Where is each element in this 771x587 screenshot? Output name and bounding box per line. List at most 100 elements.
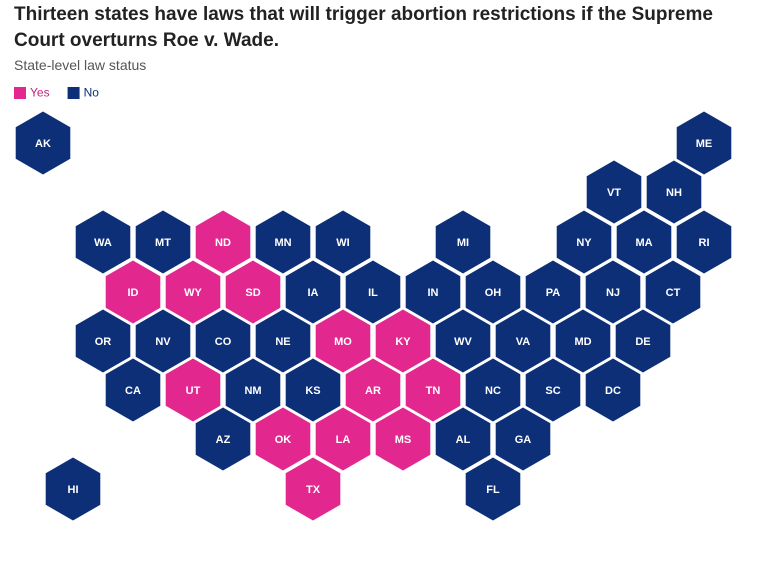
state-label: MN	[274, 237, 291, 249]
state-label: DC	[605, 385, 621, 397]
state-hex	[195, 210, 251, 274]
state-label: AK	[35, 138, 51, 150]
state-label: MT	[155, 237, 171, 249]
state-label: NC	[485, 385, 501, 397]
state-hex	[616, 210, 672, 274]
state-label: RI	[699, 237, 710, 249]
state-label: FL	[486, 484, 500, 496]
state-hex	[405, 260, 461, 324]
state-label: ID	[128, 287, 139, 299]
state-hex	[465, 358, 521, 422]
state-hex	[435, 407, 491, 471]
state-label: PA	[546, 287, 561, 299]
state-hex	[345, 358, 401, 422]
state-hex	[405, 358, 461, 422]
state-label: MD	[574, 336, 591, 348]
state-label: IN	[428, 287, 439, 299]
state-hex	[225, 260, 281, 324]
state-hex	[195, 407, 251, 471]
state-label: TX	[306, 484, 321, 496]
state-label: AR	[365, 385, 381, 397]
state-label: VT	[607, 187, 621, 199]
state-hex	[615, 309, 671, 373]
state-hex	[465, 457, 521, 521]
state-label: VA	[516, 336, 531, 348]
state-label: KS	[305, 385, 320, 397]
state-hex	[585, 260, 641, 324]
state-hex	[195, 309, 251, 373]
state-hex	[315, 210, 371, 274]
state-label: NM	[244, 385, 261, 397]
state-label: DE	[635, 336, 650, 348]
state-hex	[586, 160, 642, 224]
state-label: ME	[696, 138, 713, 150]
state-hex	[255, 407, 311, 471]
state-label: IL	[368, 287, 378, 299]
state-hex	[285, 457, 341, 521]
state-label: WV	[454, 336, 472, 348]
state-label: AZ	[216, 434, 231, 446]
state-hex	[495, 407, 551, 471]
state-label: GA	[515, 434, 532, 446]
state-label: NV	[155, 336, 171, 348]
state-hex	[646, 160, 702, 224]
state-label: MO	[334, 336, 352, 348]
state-label: OR	[95, 336, 112, 348]
state-hex	[465, 260, 521, 324]
state-label: CT	[666, 287, 681, 299]
state-hex	[495, 309, 551, 373]
state-hex	[676, 210, 732, 274]
state-hex	[345, 260, 401, 324]
state-hex	[105, 260, 161, 324]
state-label: NH	[666, 187, 682, 199]
state-label: CO	[215, 336, 232, 348]
state-label: WA	[94, 237, 112, 249]
state-hex	[525, 260, 581, 324]
state-label: CA	[125, 385, 141, 397]
state-label: MA	[635, 237, 652, 249]
state-hex	[375, 309, 431, 373]
state-label: AL	[456, 434, 471, 446]
state-hex	[285, 260, 341, 324]
state-label: NY	[576, 237, 592, 249]
state-hex	[285, 358, 341, 422]
state-hex	[135, 210, 191, 274]
state-hex	[555, 309, 611, 373]
state-hex	[525, 358, 581, 422]
state-label: LA	[336, 434, 351, 446]
state-label: ND	[215, 237, 231, 249]
state-label: NE	[275, 336, 290, 348]
state-hex	[75, 309, 131, 373]
state-label: OH	[485, 287, 502, 299]
state-label: SD	[245, 287, 260, 299]
title: Thirteen states have laws that will trig…	[14, 4, 713, 51]
state-hex	[645, 260, 701, 324]
state-hex	[255, 210, 311, 274]
state-hex	[255, 309, 311, 373]
state-hex	[556, 210, 612, 274]
state-label: WI	[336, 237, 349, 249]
subtitle: State-level law status	[14, 57, 147, 73]
state-hex	[435, 309, 491, 373]
state-hex	[435, 210, 491, 274]
legend-swatch	[67, 87, 80, 99]
state-hex	[315, 407, 371, 471]
state-hex	[165, 358, 221, 422]
state-hex	[225, 358, 281, 422]
state-hex	[315, 309, 371, 373]
state-label: UT	[186, 385, 201, 397]
legend-label: No	[84, 86, 100, 100]
state-hex	[135, 309, 191, 373]
state-hex	[75, 210, 131, 274]
state-hex	[165, 260, 221, 324]
state-hex	[585, 358, 641, 422]
state-label: MI	[457, 237, 469, 249]
state-label: WY	[184, 287, 202, 299]
state-hex	[15, 111, 71, 175]
state-label: SC	[545, 385, 560, 397]
state-hex	[105, 358, 161, 422]
state-hex	[676, 111, 732, 175]
state-label: NJ	[606, 287, 620, 299]
